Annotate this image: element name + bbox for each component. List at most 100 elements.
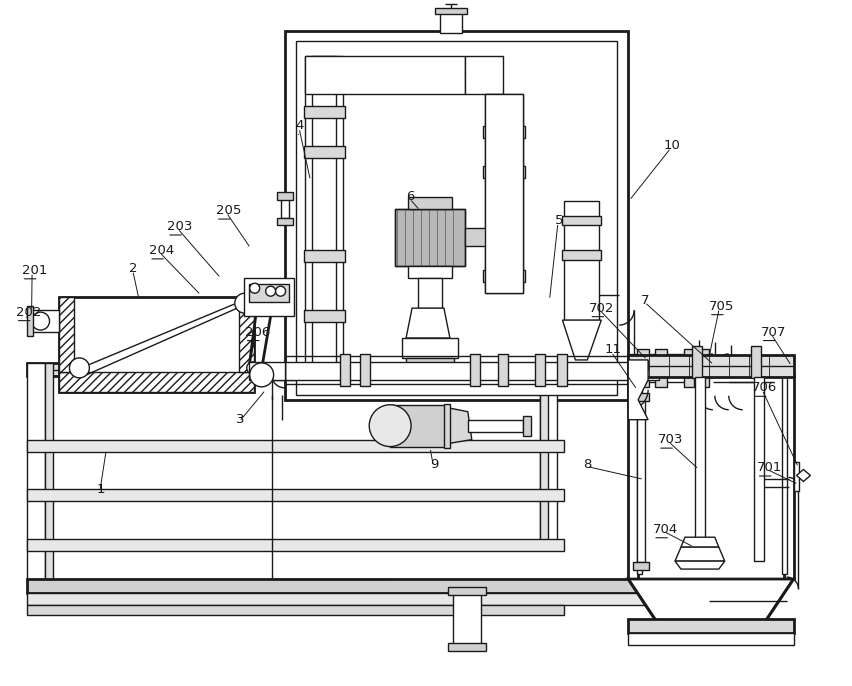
Bar xyxy=(244,279,293,316)
Bar xyxy=(539,363,557,542)
Text: 1: 1 xyxy=(96,483,105,496)
Bar xyxy=(308,358,320,386)
Bar xyxy=(249,284,288,302)
Text: 9: 9 xyxy=(429,458,438,471)
Bar xyxy=(452,591,481,646)
Bar xyxy=(44,363,53,582)
Circle shape xyxy=(369,405,411,447)
Bar xyxy=(698,349,708,387)
Bar xyxy=(627,619,792,632)
Polygon shape xyxy=(680,537,718,547)
Circle shape xyxy=(275,286,285,296)
Text: 3: 3 xyxy=(235,413,244,426)
Polygon shape xyxy=(674,561,724,569)
Bar xyxy=(464,56,502,94)
Bar xyxy=(303,146,345,158)
Bar xyxy=(557,354,567,386)
Bar xyxy=(636,398,644,562)
Text: 5: 5 xyxy=(554,214,562,227)
Bar xyxy=(694,377,704,546)
Text: 705: 705 xyxy=(708,300,734,313)
Bar xyxy=(340,354,350,386)
Bar xyxy=(276,191,292,200)
Bar xyxy=(26,539,564,551)
Text: 203: 203 xyxy=(167,220,193,233)
Text: 704: 704 xyxy=(653,523,677,536)
Bar xyxy=(406,358,453,368)
Bar xyxy=(627,375,637,579)
Bar xyxy=(305,56,343,375)
Bar xyxy=(435,8,466,14)
Bar xyxy=(632,562,648,570)
Bar xyxy=(312,56,336,375)
Bar xyxy=(239,297,253,372)
Bar xyxy=(360,354,370,386)
Bar xyxy=(561,215,601,226)
Bar xyxy=(26,363,44,582)
Text: 701: 701 xyxy=(756,461,781,474)
Polygon shape xyxy=(406,308,449,338)
Polygon shape xyxy=(674,547,724,561)
Bar xyxy=(303,250,345,262)
Bar xyxy=(469,354,479,386)
Bar xyxy=(249,362,285,380)
Bar xyxy=(783,375,792,579)
Circle shape xyxy=(246,362,258,374)
Bar xyxy=(539,363,547,542)
Bar xyxy=(60,297,253,392)
Text: 702: 702 xyxy=(589,302,614,315)
Bar xyxy=(484,94,522,293)
Text: 4: 4 xyxy=(295,119,303,132)
Text: 703: 703 xyxy=(657,433,682,446)
Bar xyxy=(26,306,32,336)
Text: 206: 206 xyxy=(245,326,270,339)
Bar xyxy=(26,605,564,615)
Bar xyxy=(389,405,447,447)
Bar xyxy=(417,279,441,308)
Bar xyxy=(691,346,701,378)
Bar xyxy=(26,579,683,593)
Polygon shape xyxy=(447,407,471,444)
Bar xyxy=(26,593,683,605)
Text: 204: 204 xyxy=(149,244,174,257)
Bar xyxy=(447,643,485,651)
Text: 202: 202 xyxy=(15,306,41,318)
Text: 10: 10 xyxy=(663,139,680,152)
Polygon shape xyxy=(796,469,809,482)
Bar xyxy=(250,365,310,380)
Bar xyxy=(561,250,601,260)
Bar xyxy=(26,363,683,376)
Bar xyxy=(627,632,792,645)
Text: 201: 201 xyxy=(21,264,47,276)
Bar xyxy=(443,404,449,447)
Circle shape xyxy=(32,312,49,330)
Circle shape xyxy=(265,286,275,296)
Bar xyxy=(303,310,345,322)
Bar xyxy=(654,349,666,387)
Bar xyxy=(534,354,544,386)
Polygon shape xyxy=(561,320,601,360)
Bar xyxy=(407,197,452,209)
Text: 8: 8 xyxy=(583,458,591,471)
Text: 6: 6 xyxy=(406,190,414,203)
Bar xyxy=(522,416,530,436)
Bar xyxy=(792,462,798,491)
Bar xyxy=(26,440,564,451)
Bar xyxy=(627,354,707,382)
Bar xyxy=(285,32,627,400)
Bar xyxy=(303,106,345,118)
Bar xyxy=(482,166,524,178)
Bar xyxy=(636,349,648,387)
Bar xyxy=(447,587,485,595)
Bar xyxy=(564,200,599,320)
Bar xyxy=(780,375,786,574)
Bar xyxy=(627,355,792,377)
Bar xyxy=(464,228,486,246)
Bar xyxy=(394,209,464,266)
Bar xyxy=(394,209,464,266)
Bar xyxy=(440,12,461,33)
Bar xyxy=(305,56,464,94)
Polygon shape xyxy=(627,360,648,420)
Circle shape xyxy=(234,293,255,313)
Bar xyxy=(750,346,760,378)
